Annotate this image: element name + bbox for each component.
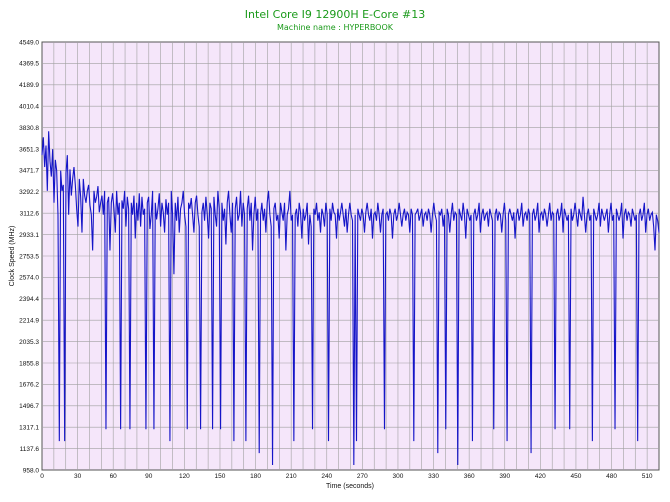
x-tick-label: 90 bbox=[145, 473, 153, 480]
y-tick-label: 3651.3 bbox=[19, 146, 39, 153]
y-tick-label: 4189.9 bbox=[19, 82, 39, 89]
x-tick-label: 300 bbox=[393, 473, 404, 480]
series-line bbox=[41, 131, 660, 465]
y-tick-label: 1855.8 bbox=[19, 360, 39, 367]
chart-subtitle: Machine name : HYPERBOOK bbox=[276, 23, 394, 32]
x-tick-label: 240 bbox=[321, 473, 332, 480]
x-tick-label: 30 bbox=[74, 473, 82, 480]
y-tick-label: 3830.8 bbox=[19, 125, 39, 132]
y-tick-label: 1137.6 bbox=[20, 446, 40, 453]
x-tick-label: 210 bbox=[286, 473, 297, 480]
x-tick-label: 0 bbox=[40, 473, 44, 480]
y-tick-label: 1317.1 bbox=[19, 425, 39, 432]
x-tick-label: 60 bbox=[110, 473, 118, 480]
y-tick-label: 3112.6 bbox=[20, 211, 40, 218]
y-tick-label: 4010.4 bbox=[19, 103, 39, 110]
x-tick-label: 360 bbox=[464, 473, 475, 480]
y-tick-label: 3471.7 bbox=[19, 168, 39, 175]
y-tick-label: 2753.5 bbox=[19, 253, 39, 260]
y-tick-label: 2035.3 bbox=[19, 339, 39, 346]
y-tick-label: 4369.5 bbox=[19, 61, 39, 68]
y-tick-label: 2933.1 bbox=[19, 232, 39, 239]
x-tick-label: 450 bbox=[571, 473, 582, 480]
x-tick-label: 330 bbox=[428, 473, 439, 480]
x-tick-labels: 0 30 60 90 120 150 180 210 240 270 300 330 360 390 420… bbox=[40, 473, 653, 480]
x-tick-label: 120 bbox=[179, 473, 190, 480]
x-tick-label: 480 bbox=[606, 473, 617, 480]
x-tick-label: 510 bbox=[642, 473, 653, 480]
y-tick-label: 1496.7 bbox=[19, 403, 39, 410]
y-tick-label: 3292.2 bbox=[19, 189, 39, 196]
x-tick-label: 150 bbox=[215, 473, 226, 480]
x-axis-label: Time (seconds) bbox=[326, 483, 374, 490]
y-tick-label: 1676.2 bbox=[19, 382, 39, 389]
y-tick-label: 2574.0 bbox=[19, 275, 39, 282]
x-tick-label: 270 bbox=[357, 473, 368, 480]
y-tick-label: 2214.9 bbox=[19, 317, 39, 324]
y-tick-label: 4549.0 bbox=[19, 39, 39, 46]
gridlines bbox=[42, 42, 659, 470]
y-tick-label: 958.0 bbox=[23, 467, 40, 474]
y-axis-label: Clock Speed (MHz) bbox=[9, 226, 16, 287]
y-tick-label: 2394.4 bbox=[19, 296, 39, 303]
y-tick-labels: 4549.0 4369.5 4189.9 4010.4 3830.8 3651.3 3471… bbox=[19, 39, 39, 474]
x-tick-label: 420 bbox=[535, 473, 546, 480]
x-tick-label: 390 bbox=[499, 473, 510, 480]
x-tick-label: 180 bbox=[250, 473, 261, 480]
chart-title: Intel Core I9 12900H E-Core #13 bbox=[244, 8, 426, 21]
